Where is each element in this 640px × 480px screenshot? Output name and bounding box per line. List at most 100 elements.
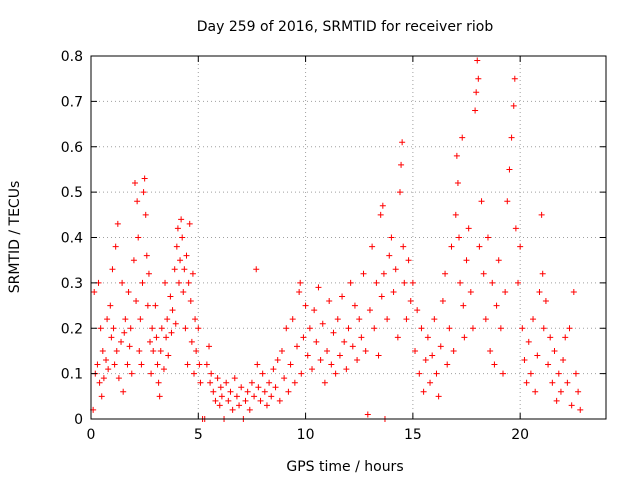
data-point: [508, 134, 515, 141]
data-point: [203, 361, 210, 368]
data-point: [291, 379, 298, 386]
data-point: [169, 307, 176, 314]
chart-title: Day 259 of 2016, SRMTID for receiver rio…: [197, 19, 494, 35]
data-point: [414, 307, 421, 314]
data-point: [138, 361, 145, 368]
data-point: [141, 175, 148, 182]
data-point: [476, 243, 483, 250]
data-point: [183, 252, 190, 259]
data-point: [197, 379, 204, 386]
data-point: [349, 343, 356, 350]
data-point: [386, 252, 393, 259]
y-tick-label: 0.6: [61, 140, 83, 156]
data-point: [248, 379, 255, 386]
data-point: [371, 325, 378, 332]
data-point: [171, 266, 178, 273]
data-point: [94, 361, 101, 368]
data-point: [214, 375, 221, 382]
data-point: [473, 89, 480, 96]
data-point: [218, 393, 225, 400]
data-point: [126, 343, 133, 350]
data-point: [420, 388, 427, 395]
data-point: [272, 384, 279, 391]
data-point: [467, 288, 474, 295]
data-point: [465, 225, 472, 232]
data-point: [242, 397, 249, 404]
y-tick-label: 0.2: [61, 321, 83, 337]
data-points: [90, 57, 584, 422]
data-point: [268, 393, 275, 400]
data-point: [450, 347, 457, 354]
data-point: [334, 316, 341, 323]
y-tick-label: 0.1: [61, 367, 83, 383]
data-point: [375, 352, 382, 359]
data-point: [217, 384, 224, 391]
data-point: [412, 347, 419, 354]
x-tick-label: 5: [194, 427, 203, 443]
data-point: [446, 325, 453, 332]
data-point: [521, 357, 528, 364]
data-point: [178, 216, 185, 223]
data-point: [306, 325, 313, 332]
data-point: [358, 334, 365, 341]
data-point: [174, 225, 181, 232]
data-point: [330, 329, 337, 336]
data-point: [354, 357, 361, 364]
data-point: [511, 75, 518, 82]
data-point: [390, 288, 397, 295]
data-point: [409, 279, 416, 286]
data-point: [453, 152, 460, 159]
data-point: [398, 161, 405, 168]
data-point: [418, 325, 425, 332]
data-point: [422, 357, 429, 364]
data-point: [104, 316, 111, 323]
data-point: [313, 338, 320, 345]
data-point: [560, 357, 567, 364]
data-point: [540, 325, 547, 332]
data-point: [253, 266, 260, 273]
data-point: [113, 347, 120, 354]
data-point: [111, 361, 118, 368]
data-point: [553, 397, 560, 404]
data-point: [380, 270, 387, 277]
data-point: [392, 266, 399, 273]
data-point: [206, 343, 213, 350]
data-point: [285, 388, 292, 395]
x-tick-label: 15: [404, 427, 422, 443]
data-point: [384, 316, 391, 323]
data-point: [400, 243, 407, 250]
data-point: [191, 370, 197, 377]
data-point: [332, 370, 339, 377]
data-point: [506, 166, 513, 173]
data-point: [115, 375, 122, 382]
data-point: [356, 316, 363, 323]
data-point: [379, 202, 386, 209]
data-point: [186, 220, 193, 227]
data-point: [231, 375, 238, 382]
data-point: [208, 370, 215, 377]
data-point: [504, 198, 511, 205]
data-point: [403, 316, 410, 323]
data-point: [167, 293, 174, 300]
data-point: [407, 298, 414, 305]
data-point: [189, 270, 196, 277]
data-point: [324, 347, 331, 354]
data-point: [139, 279, 146, 286]
data-point: [336, 352, 343, 359]
data-point: [542, 298, 549, 305]
data-point: [182, 325, 189, 332]
data-point: [539, 270, 546, 277]
data-point: [515, 279, 522, 286]
data-point: [120, 388, 127, 395]
data-point: [281, 375, 288, 382]
data-point: [187, 298, 194, 305]
data-point: [97, 325, 104, 332]
data-point: [98, 393, 105, 400]
data-point: [373, 279, 380, 286]
data-point: [568, 402, 575, 409]
data-point: [99, 347, 106, 354]
data-point: [512, 225, 519, 232]
data-point: [244, 388, 251, 395]
data-point: [207, 379, 214, 386]
data-point: [147, 338, 154, 345]
